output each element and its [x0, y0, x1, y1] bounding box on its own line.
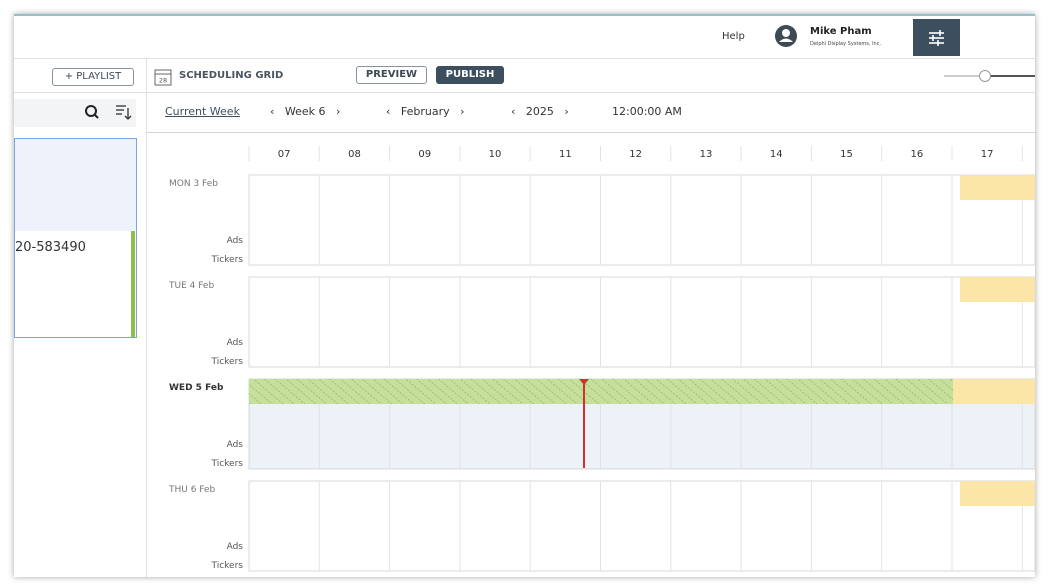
- publish-button[interactable]: PUBLISH: [436, 66, 504, 84]
- current-week-link[interactable]: Current Week: [165, 105, 240, 118]
- preview-button[interactable]: PREVIEW: [356, 66, 427, 84]
- month-label: February: [400, 105, 450, 118]
- month-nav[interactable]: ‹ February ›: [386, 105, 465, 118]
- hour-label: 09: [418, 149, 431, 160]
- top-accent: [14, 14, 1035, 16]
- playlist-id: 20-583490: [15, 240, 86, 255]
- day-row[interactable]: [248, 276, 1035, 368]
- row-label: Tickers: [211, 561, 244, 571]
- row-label: Ads: [227, 236, 244, 246]
- calendar-icon: 28: [154, 69, 172, 86]
- year-nav[interactable]: ‹ 2025 ›: [511, 105, 569, 118]
- year-label: 2025: [525, 105, 554, 118]
- card-top: [15, 139, 136, 231]
- schedule-grid: 07 08 09 10 11 12 13 14 15 16 17 MON 3 Feb Ads Ticker…: [168, 146, 1035, 572]
- hour-label: 12: [629, 149, 642, 160]
- day-label: TUE 4 Feb: [168, 281, 214, 291]
- add-playlist-button[interactable]: + PLAYLIST: [52, 68, 134, 86]
- hour-label: 08: [348, 149, 361, 160]
- day-row[interactable]: [248, 174, 1035, 266]
- day-label: THU 6 Feb: [168, 485, 216, 495]
- help-link[interactable]: Help: [722, 31, 745, 42]
- row-label: Ads: [227, 338, 244, 348]
- hour-label: 07: [278, 149, 291, 160]
- settings-button[interactable]: [913, 19, 960, 56]
- divider: [14, 92, 146, 93]
- user-name: Mike Pham: [810, 26, 872, 37]
- day-row[interactable]: [248, 480, 1035, 572]
- row-label: Tickers: [211, 459, 244, 469]
- search-box[interactable]: [14, 99, 136, 127]
- avatar-icon[interactable]: [774, 24, 798, 48]
- schedule-block[interactable]: [960, 175, 1035, 200]
- hour-label: 16: [910, 149, 923, 160]
- hour-label: 10: [489, 149, 502, 160]
- sidebar-border: [146, 58, 147, 577]
- hour-label: 13: [700, 149, 713, 160]
- hour-label: 15: [840, 149, 853, 160]
- company-name: Delphi Display Systems, Inc.: [810, 41, 882, 47]
- schedule-block[interactable]: [960, 277, 1035, 302]
- hour-label: 11: [559, 149, 572, 160]
- time-label: 12:00:00 AM: [612, 105, 682, 118]
- active-schedule[interactable]: [249, 379, 953, 404]
- schedule-block[interactable]: [960, 481, 1035, 506]
- app-window: Help Mike Pham Delphi Display Systems, I…: [14, 14, 1035, 577]
- schedule-block[interactable]: [953, 379, 1035, 404]
- search-sort-icons[interactable]: [82, 103, 136, 123]
- hour-label: 14: [770, 149, 783, 160]
- playlist-card[interactable]: 20-583490: [14, 138, 137, 338]
- divider: [147, 132, 1035, 133]
- now-indicator-head: [579, 379, 589, 385]
- calendar-day: 28: [159, 77, 167, 85]
- day-label: MON 3 Feb: [169, 179, 218, 189]
- week-label: Week 6: [284, 105, 326, 118]
- grid-title: SCHEDULING GRID: [179, 70, 284, 81]
- row-label: Ads: [227, 440, 244, 450]
- divider: [147, 92, 1035, 93]
- header-border: [14, 58, 1035, 59]
- row-label: Ads: [227, 542, 244, 552]
- row-label: Tickers: [211, 255, 244, 265]
- week-nav[interactable]: ‹ Week 6 ›: [270, 105, 341, 118]
- zoom-knob[interactable]: [979, 70, 991, 82]
- hour-label: 17: [981, 149, 994, 160]
- zoom-fill: [984, 75, 1035, 77]
- row-label: Tickers: [211, 357, 244, 367]
- day-label: WED 5 Feb: [169, 383, 224, 393]
- status-bar: [131, 231, 135, 337]
